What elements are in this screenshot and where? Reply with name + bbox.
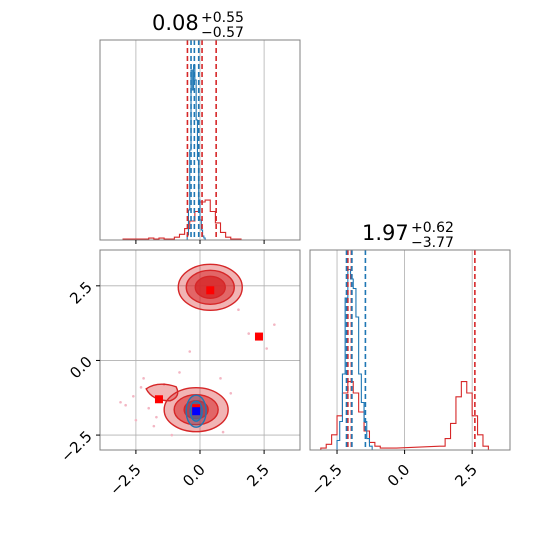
title-plus: +0.55 [201, 10, 244, 26]
panel-top-left-hist [99, 39, 301, 244]
title-value: 1.97 [362, 221, 409, 245]
y-tick-label: −2.5 [57, 427, 95, 465]
x-tick-label: 0.0 [179, 461, 209, 491]
panel-bottom-right-hist: −2.5 0.0 2.5 [307, 249, 511, 499]
sample-point [139, 386, 143, 389]
sample-point [134, 418, 138, 422]
marker-red [154, 395, 163, 404]
title-plus: +0.62 [411, 220, 454, 236]
sample-point [273, 323, 276, 326]
sample-point [155, 415, 158, 419]
panel-bottom-left-2d: −2.5 0.0 2.5 −2.5 0.0 2.5 [57, 249, 301, 499]
sample-point [170, 433, 174, 437]
y-tick-label: 2.5 [66, 278, 96, 308]
sample-point [221, 430, 225, 434]
y-tick-label: 0.0 [66, 353, 96, 383]
title-minus: −3.77 [411, 235, 454, 251]
title-value: 0.08 [152, 11, 199, 35]
sample-point [142, 377, 145, 380]
marker-red [254, 332, 263, 341]
sample-point [119, 400, 122, 404]
title-bottom-right: 1.97 +0.62 −3.77 [362, 220, 454, 251]
sample-point [229, 391, 233, 395]
title-minus: −0.57 [201, 25, 244, 41]
x-tick-label: −2.5 [307, 461, 345, 499]
sample-point [132, 394, 135, 398]
sample-point [265, 347, 268, 350]
axes-frame [309, 249, 511, 451]
x-tick-label: 0.0 [384, 461, 414, 491]
sample-point [152, 424, 156, 428]
x-tick-label: 2.5 [451, 461, 481, 491]
hist-series [122, 199, 242, 240]
sample-point [188, 350, 192, 353]
x-tick-label: 2.5 [243, 461, 273, 491]
sample-point [124, 403, 127, 407]
title-top-left: 0.08 +0.55 −0.57 [152, 10, 244, 41]
sample-point [219, 377, 222, 380]
hist-series [320, 381, 489, 450]
sample-point [247, 332, 251, 335]
hist-series [336, 268, 373, 450]
sample-point [237, 308, 240, 312]
sample-point [178, 371, 181, 374]
marker-red [206, 286, 215, 295]
hist-series [186, 64, 206, 240]
x-tick-label: −2.5 [106, 461, 144, 499]
marker-blue [192, 407, 201, 416]
sample-point [147, 406, 151, 410]
